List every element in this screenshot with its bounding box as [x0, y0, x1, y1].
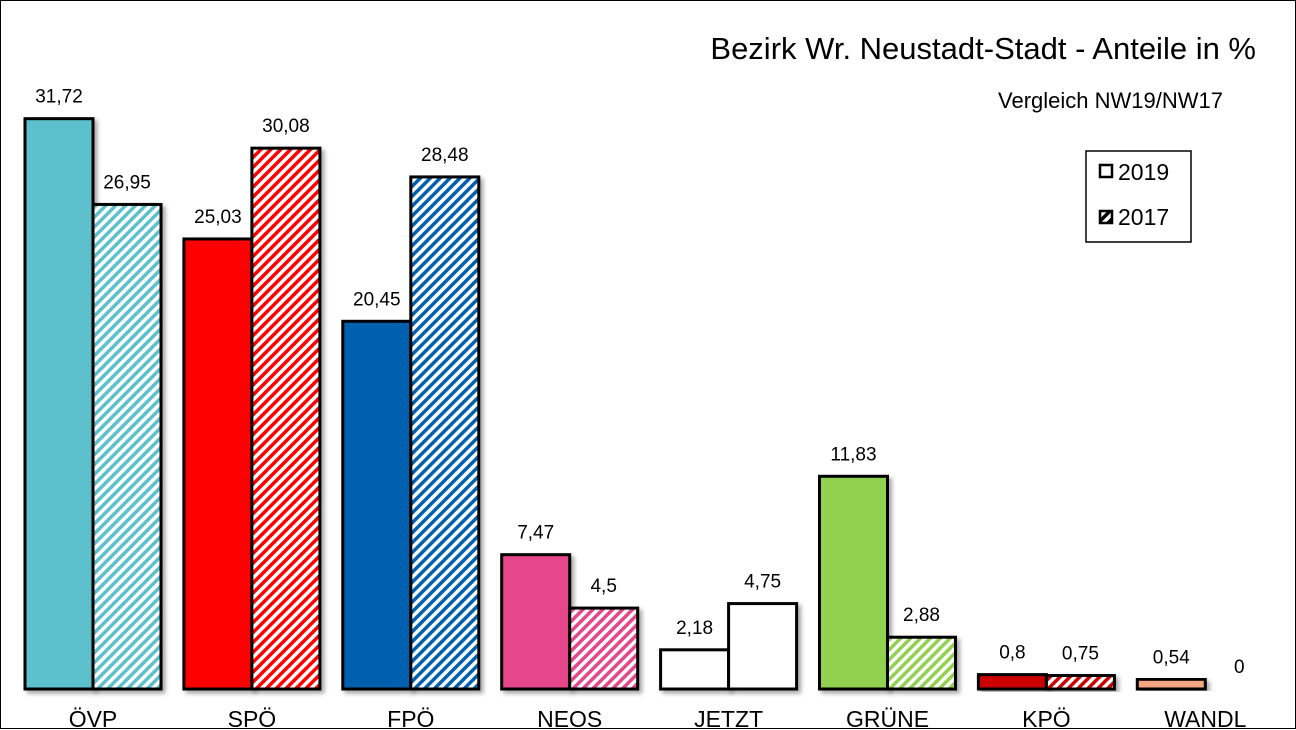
value-label-gr-ne-2017: 2,88 — [903, 605, 940, 626]
bar--vp-2019 — [23, 117, 95, 691]
category-label: WANDL — [1164, 706, 1246, 730]
bar-sp--2019 — [182, 237, 254, 691]
value-label--vp-2019: 31,72 — [35, 87, 83, 108]
bar--vp-2017 — [91, 202, 163, 691]
bar-gr-ne-2019 — [818, 474, 889, 691]
bar-fp--2019 — [341, 319, 413, 691]
bar-sp--2017 — [250, 146, 322, 691]
bar-neos-2017 — [568, 606, 640, 691]
category-label: NEOS — [537, 706, 602, 730]
value-label-sp--2019: 25,03 — [194, 207, 242, 228]
legend: 2019 2017 — [1085, 150, 1192, 243]
value-label-jetzt-2019: 2,18 — [676, 618, 713, 639]
bar-wandl-2019 — [1135, 677, 1207, 691]
category-label: JETZT — [694, 706, 763, 730]
bar-kp--2019 — [976, 673, 1048, 691]
chart-subtitle: Vergleich NW19/NW17 — [998, 88, 1223, 113]
value-label-wandl-2019: 0,54 — [1153, 647, 1190, 668]
value-label-wandl-2017: 0 — [1234, 657, 1245, 678]
legend-swatch-2017 — [1098, 209, 1114, 225]
value-label-fp--2017: 28,48 — [421, 145, 469, 166]
bar-gr-ne-2017 — [886, 635, 957, 691]
bar-neos-2019 — [500, 553, 572, 691]
legend-label-2017: 2017 — [1118, 204, 1169, 230]
value-label-gr-ne-2019: 11,83 — [830, 444, 876, 465]
value-label--vp-2017: 26,95 — [103, 172, 151, 193]
value-label-sp--2017: 30,08 — [262, 116, 310, 137]
legend-label-2019: 2019 — [1118, 159, 1169, 185]
bar-fp--2017 — [409, 175, 481, 691]
category-label: ÖVP — [69, 706, 118, 730]
value-label-kp--2017: 0,75 — [1062, 644, 1099, 665]
value-labels-group: 31,72 26,95 25,03 30,08 20,45 28,48 7,47 4,5 2,1… — [35, 87, 1244, 678]
value-label-jetzt-2017: 4,75 — [744, 572, 781, 593]
category-label: KPÖ — [1022, 706, 1071, 730]
category-labels-group: ÖVP SPÖ FPÖ NEOS JETZT GRÜNE KPÖ WANDL — [69, 706, 1247, 730]
value-label-kp--2019: 0,8 — [999, 643, 1025, 664]
chart-title: Bezirk Wr. Neustadt-Stadt - Anteile in % — [710, 31, 1256, 66]
category-label: SPÖ — [228, 706, 277, 730]
value-label-neos-2019: 7,47 — [517, 523, 554, 544]
category-label: GRÜNE — [846, 706, 929, 730]
value-label-neos-2017: 4,5 — [590, 576, 616, 597]
bar-jetzt-2019 — [659, 648, 731, 691]
bars-group — [23, 117, 1207, 691]
legend-swatch-2019 — [1098, 163, 1114, 179]
bar-jetzt-2017 — [727, 602, 799, 691]
value-label-fp--2019: 20,45 — [353, 289, 401, 310]
bar-kp--2017 — [1044, 674, 1116, 691]
category-label: FPÖ — [387, 706, 434, 730]
